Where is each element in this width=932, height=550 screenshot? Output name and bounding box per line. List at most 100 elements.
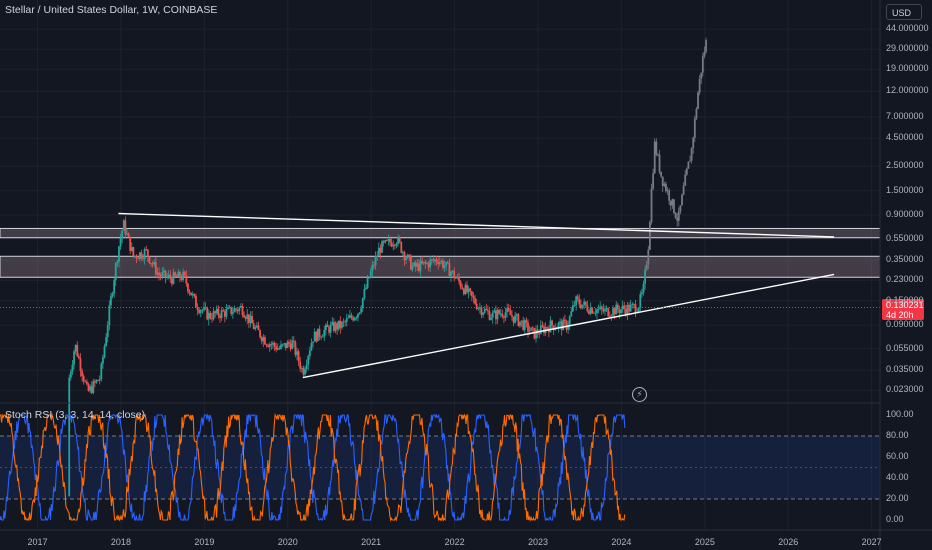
candle-body (311, 343, 313, 350)
price-tick-label: 0.023000 (886, 384, 924, 394)
candle-body (689, 161, 691, 162)
candle-body (81, 371, 83, 376)
candle-body (150, 263, 152, 264)
candle-body (501, 314, 503, 317)
candle-body (367, 278, 369, 288)
candle-body (161, 272, 163, 276)
candle-body (412, 266, 414, 270)
candle-body (578, 299, 580, 305)
candle-body (262, 337, 264, 341)
candle-body (671, 199, 673, 205)
candle-body (224, 311, 226, 316)
candle-body (107, 325, 109, 337)
candle-body (335, 323, 337, 331)
candle-body (516, 314, 518, 315)
time-tick-label: 2027 (862, 537, 882, 547)
candle-body (269, 344, 271, 347)
candle-body (177, 272, 179, 277)
candle-body (235, 308, 237, 309)
candle-body (208, 313, 210, 320)
candle-body (397, 237, 399, 243)
candle-body (136, 256, 138, 259)
candle-body (679, 205, 681, 211)
candle-body (399, 237, 401, 241)
candle-body (274, 343, 276, 346)
candle-body (561, 322, 563, 331)
candle-body (493, 310, 495, 312)
candle-body (372, 265, 374, 271)
candle-body (476, 304, 478, 309)
candle-body (439, 262, 441, 264)
candle-body (641, 292, 643, 294)
candle-body (347, 318, 349, 319)
candle-body (112, 293, 114, 296)
rsi-tick-label: 20.00 (886, 493, 909, 503)
rsi-tick-label: 40.00 (886, 472, 909, 482)
candle-body (110, 296, 112, 305)
candle-body (519, 322, 521, 326)
candle-body (667, 190, 669, 191)
candle-body (586, 305, 588, 311)
candle-body (471, 291, 473, 296)
candle-body (495, 310, 497, 319)
price-tick-label: 0.090000 (886, 319, 924, 329)
candle-body (219, 316, 221, 318)
candle-body (396, 244, 398, 246)
candle-body (129, 237, 131, 251)
candle-body (444, 266, 446, 268)
candle-body (195, 296, 197, 308)
candle-body (278, 348, 280, 349)
candle-body (686, 169, 688, 175)
candle-body (83, 376, 85, 381)
candle-body (649, 222, 651, 250)
price-tick-label: 7.000000 (886, 111, 924, 121)
price-tick-label: 2.500000 (886, 160, 924, 170)
candle-body (360, 308, 362, 312)
candle-body (602, 309, 604, 312)
candle-body (378, 248, 380, 256)
candle-body (214, 311, 216, 313)
candle-body (681, 195, 683, 206)
candle-body (575, 296, 577, 305)
candle-body (465, 285, 467, 294)
price-tick-label: 12.000000 (886, 85, 929, 95)
candle-body (489, 311, 491, 320)
candle-body (527, 322, 529, 331)
candle-body (400, 242, 402, 253)
price-tick-label: 0.230000 (886, 274, 924, 284)
candle-body (407, 255, 409, 258)
candle-body (691, 148, 693, 161)
candle-body (238, 308, 240, 312)
time-tick-label: 2017 (28, 537, 48, 547)
stoch-rsi-pane (0, 415, 880, 520)
candle-body (169, 275, 171, 279)
candle-body (662, 177, 664, 186)
candle-body (611, 315, 613, 316)
candle-body (221, 310, 223, 318)
time-tick-label: 2018 (111, 537, 131, 547)
candle-body (453, 271, 455, 279)
candle-body (309, 351, 311, 356)
candle-body (341, 322, 343, 328)
rsi-tick-label: 80.00 (886, 430, 909, 440)
rsi-tick-label: 60.00 (886, 451, 909, 461)
candle-body (452, 271, 454, 272)
currency-selector[interactable]: USD (886, 4, 922, 20)
candle-body (222, 310, 224, 311)
indicator-title[interactable]: Stoch RSI (3, 3, 14, 14, close) (5, 409, 145, 421)
candle-body (530, 327, 532, 330)
candle-body (258, 325, 260, 330)
candle-body (580, 304, 582, 308)
candle-body (638, 308, 640, 312)
candle-body (291, 341, 293, 349)
candle-body (546, 327, 548, 328)
candle-body (413, 262, 415, 266)
candle-body (264, 337, 266, 344)
candle-body (288, 342, 290, 344)
candle-body (455, 278, 457, 279)
candle-body (72, 365, 74, 372)
lightning-icon[interactable]: ⚡ (632, 387, 647, 402)
price-tick-label: 0.900000 (886, 209, 924, 219)
candle-body (447, 262, 449, 263)
